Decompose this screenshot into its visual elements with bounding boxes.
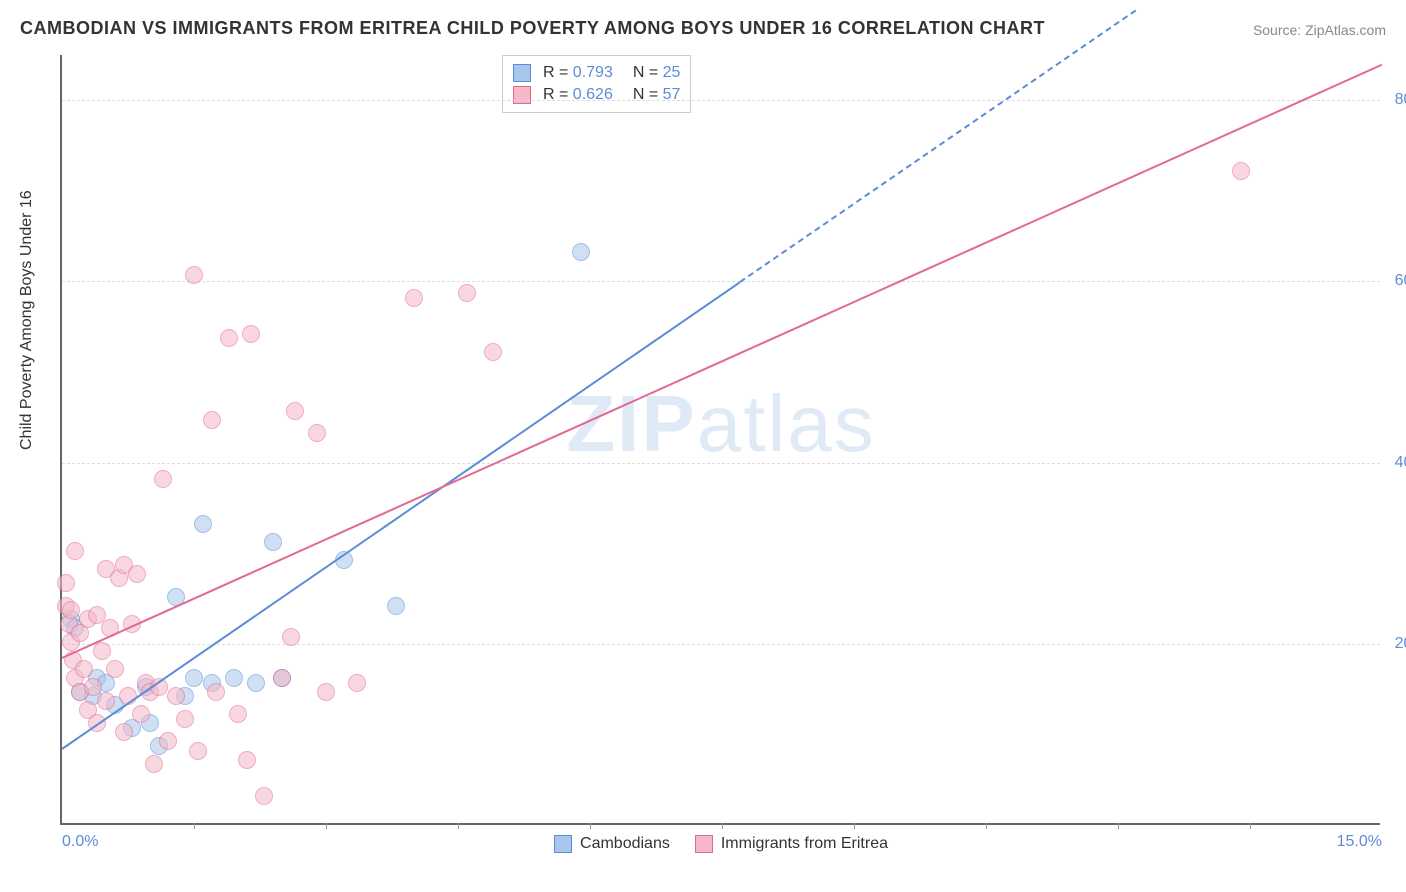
- data-point: [282, 628, 300, 646]
- legend-swatch: [513, 64, 531, 82]
- gridline: [62, 463, 1380, 464]
- y-axis-label: Child Poverty Among Boys Under 16: [18, 190, 36, 450]
- data-point: [97, 692, 115, 710]
- stat-r: R = 0.626: [543, 86, 613, 104]
- x-minor-tick: [590, 823, 591, 829]
- gridline: [62, 100, 1380, 101]
- trend-line: [61, 282, 740, 750]
- x-minor-tick: [722, 823, 723, 829]
- data-point: [203, 411, 221, 429]
- data-point: [264, 533, 282, 551]
- x-minor-tick: [194, 823, 195, 829]
- y-tick-label: 80.0%: [1395, 91, 1406, 109]
- x-minor-tick: [1118, 823, 1119, 829]
- data-point: [189, 742, 207, 760]
- data-point: [273, 669, 291, 687]
- x-minor-tick: [326, 823, 327, 829]
- data-point: [194, 515, 212, 533]
- data-point: [317, 683, 335, 701]
- stat-n: N = 57: [633, 86, 681, 104]
- legend-swatch: [695, 835, 713, 853]
- data-point: [1232, 162, 1250, 180]
- legend-label: Cambodians: [580, 835, 670, 853]
- gridline: [62, 644, 1380, 645]
- data-point: [115, 723, 133, 741]
- x-tick-label: 15.0%: [1337, 833, 1382, 851]
- chart-plot-area: ZIPatlas R = 0.793N = 25R = 0.626N = 57 …: [60, 55, 1380, 825]
- data-point: [185, 266, 203, 284]
- data-point: [242, 325, 260, 343]
- data-point: [308, 424, 326, 442]
- x-minor-tick: [986, 823, 987, 829]
- y-tick-label: 60.0%: [1395, 272, 1406, 290]
- data-point: [62, 601, 80, 619]
- chart-title: CAMBODIAN VS IMMIGRANTS FROM ERITREA CHI…: [20, 18, 1045, 39]
- x-minor-tick: [854, 823, 855, 829]
- data-point: [484, 343, 502, 361]
- watermark: ZIPatlas: [566, 378, 875, 470]
- x-tick-label: 0.0%: [62, 833, 98, 851]
- stats-legend-row: R = 0.626 N = 57: [513, 84, 680, 106]
- data-point: [207, 683, 225, 701]
- data-point: [93, 642, 111, 660]
- stats-legend-row: R = 0.793 N = 25: [513, 62, 680, 84]
- data-point: [154, 470, 172, 488]
- data-point: [220, 329, 238, 347]
- legend-item: Cambodians: [554, 835, 670, 853]
- legend-swatch: [554, 835, 572, 853]
- data-point: [145, 755, 163, 773]
- stats-legend: R = 0.793 N = 25 R = 0.626 N = 57: [502, 55, 691, 113]
- source-label: Source: ZipAtlas.com: [1253, 22, 1386, 38]
- legend-item: Immigrants from Eritrea: [695, 835, 888, 853]
- data-point: [348, 674, 366, 692]
- data-point: [75, 660, 93, 678]
- legend-label: Immigrants from Eritrea: [721, 835, 888, 853]
- stat-n: N = 25: [633, 64, 681, 82]
- data-point: [387, 597, 405, 615]
- data-point: [405, 289, 423, 307]
- data-point: [458, 284, 476, 302]
- data-point: [572, 243, 590, 261]
- x-minor-tick: [1250, 823, 1251, 829]
- y-tick-label: 20.0%: [1395, 635, 1406, 653]
- data-point: [128, 565, 146, 583]
- trend-line: [739, 10, 1136, 283]
- data-point: [238, 751, 256, 769]
- data-point: [229, 705, 247, 723]
- gridline: [62, 281, 1380, 282]
- data-point: [132, 705, 150, 723]
- data-point: [176, 710, 194, 728]
- legend-swatch: [513, 86, 531, 104]
- data-point: [159, 732, 177, 750]
- stat-r: R = 0.793: [543, 64, 613, 82]
- trend-line: [62, 64, 1383, 659]
- x-minor-tick: [458, 823, 459, 829]
- bottom-legend: Cambodians Immigrants from Eritrea: [554, 835, 888, 853]
- data-point: [57, 574, 75, 592]
- watermark-atlas: atlas: [697, 379, 876, 468]
- data-point: [286, 402, 304, 420]
- data-point: [225, 669, 243, 687]
- data-point: [66, 542, 84, 560]
- data-point: [106, 660, 124, 678]
- data-point: [255, 787, 273, 805]
- data-point: [185, 669, 203, 687]
- data-point: [167, 687, 185, 705]
- data-point: [247, 674, 265, 692]
- y-tick-label: 40.0%: [1395, 454, 1406, 472]
